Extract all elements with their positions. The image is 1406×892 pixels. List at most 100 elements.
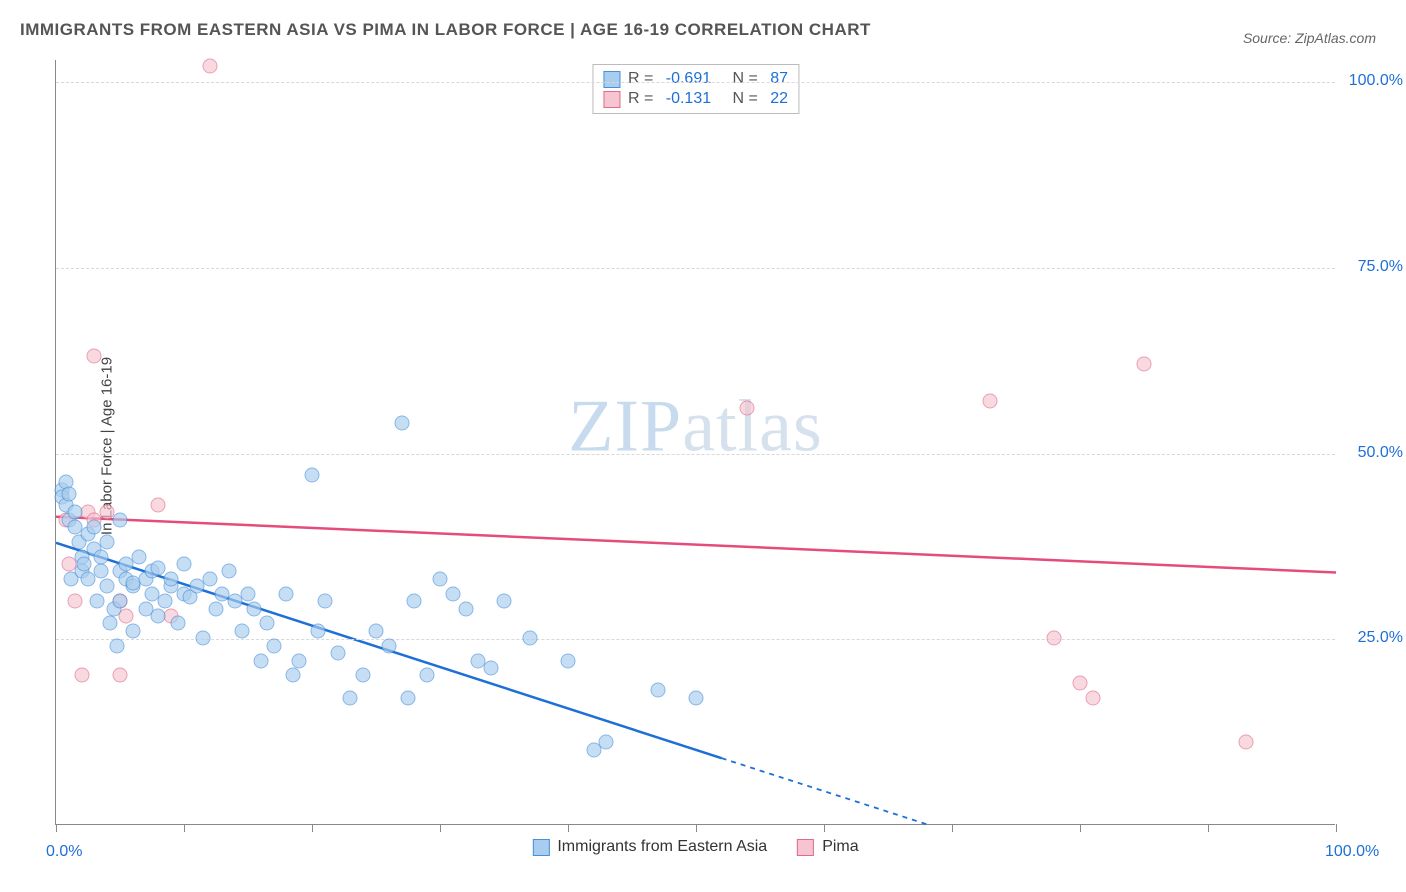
x-tick-label: 0.0%: [46, 843, 82, 861]
scatter-point: [458, 601, 473, 616]
chart-title: IMMIGRANTS FROM EASTERN ASIA VS PIMA IN …: [20, 20, 871, 40]
scatter-point: [343, 690, 358, 705]
scatter-point: [100, 579, 115, 594]
legend-swatch: [797, 839, 814, 856]
scatter-point: [445, 586, 460, 601]
n-label: N =: [732, 70, 762, 88]
scatter-point: [164, 571, 179, 586]
series-swatch: [603, 71, 620, 88]
scatter-point: [305, 467, 320, 482]
scatter-point: [113, 512, 128, 527]
scatter-point: [356, 668, 371, 683]
scatter-point: [401, 690, 416, 705]
x-tick: [1336, 824, 1337, 832]
scatter-point: [241, 586, 256, 601]
scatter-point: [292, 653, 307, 668]
gridline: [56, 454, 1335, 455]
scatter-point: [330, 646, 345, 661]
scatter-point: [285, 668, 300, 683]
scatter-point: [196, 631, 211, 646]
scatter-point: [151, 609, 166, 624]
scatter-point: [1085, 690, 1100, 705]
scatter-point: [151, 497, 166, 512]
scatter-point: [561, 653, 576, 668]
scatter-point: [420, 668, 435, 683]
scatter-point: [253, 653, 268, 668]
legend: Immigrants from Eastern Asia Pima: [532, 838, 858, 856]
x-tick-label: 100.0%: [1325, 843, 1395, 861]
scatter-point: [113, 668, 128, 683]
n-value: 22: [770, 90, 788, 108]
n-label: N =: [732, 90, 762, 108]
source-attribution: Source: ZipAtlas.com: [1243, 30, 1376, 46]
scatter-point: [170, 616, 185, 631]
scatter-point: [77, 557, 92, 572]
watermark: ZIPatlas: [568, 384, 823, 469]
correlation-stats-box: R = -0.691 N = 87R = -0.131 N = 22: [592, 64, 799, 114]
scatter-point: [89, 594, 104, 609]
scatter-point: [1073, 675, 1088, 690]
scatter-point: [266, 638, 281, 653]
scatter-point: [1047, 631, 1062, 646]
x-tick: [696, 824, 697, 832]
scatter-point: [1137, 356, 1152, 371]
scatter-point: [522, 631, 537, 646]
x-tick: [56, 824, 57, 832]
scatter-point: [279, 586, 294, 601]
scatter-point: [132, 549, 147, 564]
x-tick: [1208, 824, 1209, 832]
scatter-point: [689, 690, 704, 705]
y-tick-label: 100.0%: [1343, 72, 1403, 90]
y-tick-label: 50.0%: [1343, 444, 1403, 462]
scatter-point: [100, 534, 115, 549]
x-tick: [1080, 824, 1081, 832]
scatter-point: [369, 623, 384, 638]
x-tick: [440, 824, 441, 832]
x-tick: [312, 824, 313, 832]
scatter-point: [93, 564, 108, 579]
scatter-point: [433, 571, 448, 586]
x-tick: [952, 824, 953, 832]
scatter-point: [102, 616, 117, 631]
r-label: R =: [628, 90, 658, 108]
scatter-point: [317, 594, 332, 609]
scatter-point: [202, 571, 217, 586]
legend-item: Pima: [797, 838, 858, 856]
scatter-point: [68, 505, 83, 520]
scatter-point: [202, 59, 217, 74]
scatter-point: [260, 616, 275, 631]
gridline: [56, 639, 1335, 640]
legend-item: Immigrants from Eastern Asia: [532, 838, 767, 856]
scatter-point: [157, 594, 172, 609]
scatter-point: [68, 594, 83, 609]
scatter-plot-area: ZIPatlas R = -0.691 N = 87R = -0.131 N =…: [55, 60, 1335, 825]
legend-label: Pima: [822, 838, 858, 856]
n-value: 87: [770, 70, 788, 88]
gridline: [56, 268, 1335, 269]
scatter-point: [381, 638, 396, 653]
scatter-point: [407, 594, 422, 609]
legend-label: Immigrants from Eastern Asia: [557, 838, 767, 856]
stats-row: R = -0.131 N = 22: [603, 89, 788, 109]
r-value: -0.691: [666, 70, 725, 88]
scatter-point: [125, 623, 140, 638]
scatter-point: [177, 557, 192, 572]
y-tick-label: 25.0%: [1343, 629, 1403, 647]
scatter-point: [311, 623, 326, 638]
scatter-point: [247, 601, 262, 616]
trend-lines: [56, 60, 1336, 825]
x-tick: [824, 824, 825, 832]
scatter-point: [119, 609, 134, 624]
scatter-point: [221, 564, 236, 579]
scatter-point: [983, 393, 998, 408]
x-tick: [184, 824, 185, 832]
stats-row: R = -0.691 N = 87: [603, 69, 788, 89]
y-tick-label: 75.0%: [1343, 258, 1403, 276]
legend-swatch: [532, 839, 549, 856]
scatter-point: [484, 661, 499, 676]
scatter-point: [110, 638, 125, 653]
scatter-point: [61, 486, 76, 501]
scatter-point: [209, 601, 224, 616]
scatter-point: [113, 594, 128, 609]
x-tick: [568, 824, 569, 832]
